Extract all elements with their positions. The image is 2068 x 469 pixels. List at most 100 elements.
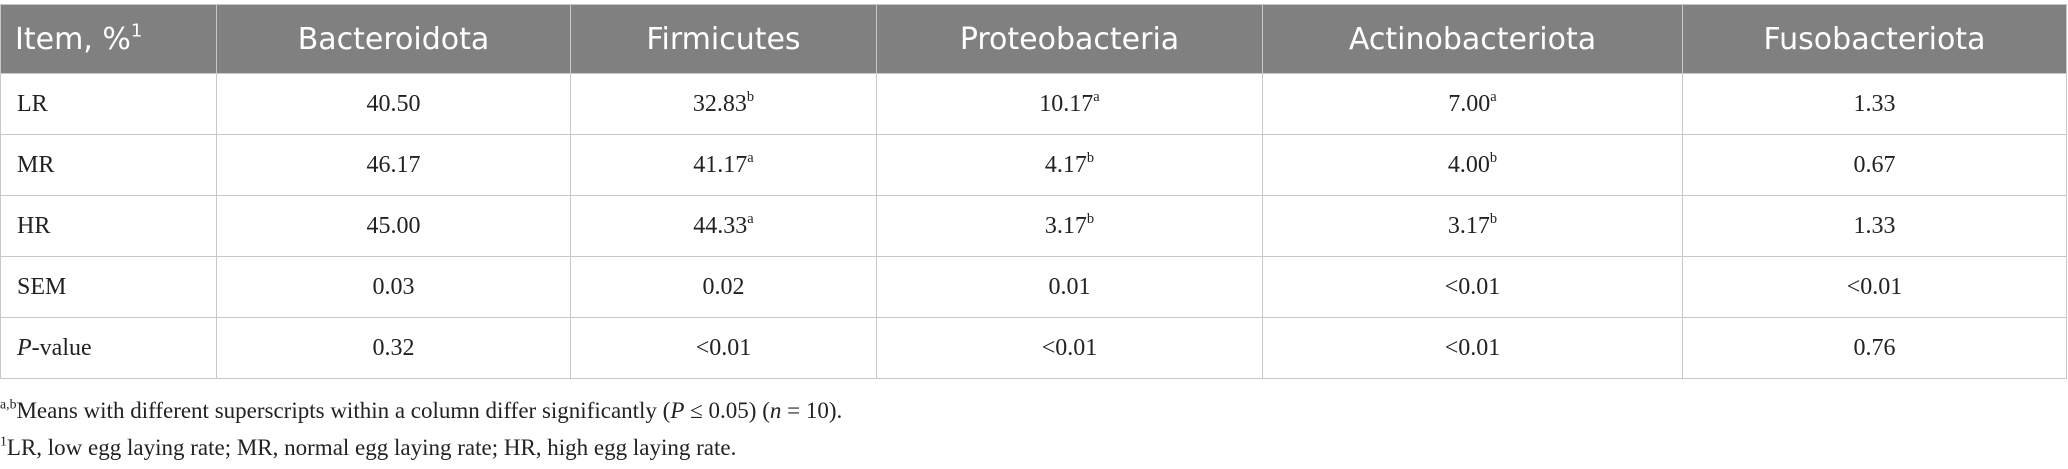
text: 7.00 bbox=[1448, 90, 1491, 117]
superscript: 1 bbox=[130, 19, 143, 41]
header-cell: Firmicutes bbox=[570, 4, 877, 74]
text: Item, % bbox=[15, 21, 131, 57]
text: 3.17 bbox=[1447, 212, 1490, 239]
table-cell: P-value bbox=[0, 317, 217, 379]
table-cell: 4.17b bbox=[876, 134, 1263, 196]
footnote: 1LR, low egg laying rate; MR, normal egg… bbox=[0, 429, 842, 466]
table-cell: 41.17a bbox=[570, 134, 877, 196]
table-row: SEM 0.03 0.02 0.01 <0.01 <0.01 bbox=[0, 256, 2067, 318]
table-cell: 46.17 bbox=[216, 134, 571, 196]
text: 4.17 bbox=[1044, 151, 1087, 178]
table-cell: 1.33 bbox=[1682, 195, 2067, 257]
table-cell: <0.01 bbox=[876, 317, 1263, 379]
superscript: a bbox=[747, 210, 754, 227]
table-cell: 4.00b bbox=[1262, 134, 1683, 196]
text: Proteobacteria bbox=[959, 21, 1180, 57]
superscript: b bbox=[1489, 149, 1498, 166]
table-cell: MR bbox=[0, 134, 217, 196]
superscript: a,b bbox=[0, 396, 17, 412]
text: LR bbox=[17, 90, 48, 117]
text: 40.50 bbox=[366, 90, 421, 117]
table-row: HR 45.00 44.33a 3.17b 3.17b 1.33 bbox=[0, 195, 2067, 257]
table-cell: 7.00a bbox=[1262, 73, 1683, 135]
table-cell: 40.50 bbox=[216, 73, 571, 135]
table-row: MR 46.17 41.17a 4.17b 4.00b 0.67 bbox=[0, 134, 2067, 196]
table-cell: 45.00 bbox=[216, 195, 571, 257]
text: Bacteroidota bbox=[297, 21, 490, 57]
table-body: LR 40.50 32.83b 10.17a 7.00a 1.33 MR 46.17 41.17… bbox=[0, 73, 2067, 379]
italic-text: P bbox=[670, 398, 685, 423]
text: Firmicutes bbox=[646, 21, 801, 57]
table-cell: 0.03 bbox=[216, 256, 571, 318]
text: <0.01 bbox=[1444, 334, 1501, 361]
text: 41.17 bbox=[693, 151, 748, 178]
table-row: LR 40.50 32.83b 10.17a 7.00a 1.33 bbox=[0, 73, 2067, 135]
text: 0.76 bbox=[1853, 334, 1896, 361]
text: LR, low egg laying rate; MR, normal egg … bbox=[6, 435, 737, 460]
superscript: b bbox=[1086, 149, 1095, 166]
text: Fusobacteriota bbox=[1763, 21, 1986, 57]
text: 0.03 bbox=[372, 273, 415, 300]
footnotes: a,bMeans with different superscripts wit… bbox=[0, 392, 842, 466]
text: <0.01 bbox=[695, 334, 752, 361]
text: 1.33 bbox=[1853, 212, 1896, 239]
table-cell: LR bbox=[0, 73, 217, 135]
text: = 10). bbox=[781, 398, 843, 423]
text: 45.00 bbox=[366, 212, 421, 239]
table-cell: 10.17a bbox=[876, 73, 1263, 135]
text: 44.33 bbox=[693, 212, 748, 239]
superscript: a bbox=[1093, 88, 1100, 105]
text: Means with different superscripts within… bbox=[16, 398, 671, 423]
table-cell: 3.17b bbox=[876, 195, 1263, 257]
text: ≤ 0.05) ( bbox=[684, 398, 770, 423]
superscript: a bbox=[747, 149, 754, 166]
superscript: b bbox=[746, 88, 755, 105]
header-cell: Bacteroidota bbox=[216, 4, 571, 74]
superscript: a bbox=[1490, 88, 1497, 105]
table-cell: HR bbox=[0, 195, 217, 257]
table-cell: <0.01 bbox=[1682, 256, 2067, 318]
header-cell: Actinobacteriota bbox=[1262, 4, 1683, 74]
text: <0.01 bbox=[1846, 273, 1903, 300]
text: HR bbox=[17, 212, 51, 239]
table-cell: <0.01 bbox=[570, 317, 877, 379]
table-cell: 0.32 bbox=[216, 317, 571, 379]
table-cell: <0.01 bbox=[1262, 256, 1683, 318]
text: <0.01 bbox=[1041, 334, 1098, 361]
text: 0.67 bbox=[1853, 151, 1896, 178]
superscript: b bbox=[1489, 210, 1498, 227]
text: 10.17 bbox=[1039, 90, 1094, 117]
table-cell: SEM bbox=[0, 256, 217, 318]
italic-text: n bbox=[769, 398, 782, 423]
text: 0.32 bbox=[372, 334, 415, 361]
table-cell: 3.17b bbox=[1262, 195, 1683, 257]
text: 3.17 bbox=[1044, 212, 1087, 239]
table-cell: <0.01 bbox=[1262, 317, 1683, 379]
header-cell: Item, %1 bbox=[0, 4, 217, 74]
header-cell: Fusobacteriota bbox=[1682, 4, 2067, 74]
table-cell: 1.33 bbox=[1682, 73, 2067, 135]
text: 46.17 bbox=[366, 151, 421, 178]
data-table: Item, %1 Bacteroidota Firmicutes Proteobact… bbox=[0, 4, 2067, 379]
superscript: 1 bbox=[0, 433, 7, 449]
text: -value bbox=[31, 334, 92, 361]
table-cell: 44.33a bbox=[570, 195, 877, 257]
table-cell: 0.76 bbox=[1682, 317, 2067, 379]
text: MR bbox=[17, 151, 55, 178]
table-cell: 0.67 bbox=[1682, 134, 2067, 196]
superscript: b bbox=[1086, 210, 1095, 227]
text: 1.33 bbox=[1853, 90, 1896, 117]
italic-text: P bbox=[17, 334, 32, 361]
text: SEM bbox=[17, 273, 67, 300]
header-cell: Proteobacteria bbox=[876, 4, 1263, 74]
text: 0.01 bbox=[1048, 273, 1091, 300]
footnote: a,bMeans with different superscripts wit… bbox=[0, 392, 842, 429]
table-cell: 32.83b bbox=[570, 73, 877, 135]
table-row: P-value 0.32 <0.01 <0.01 <0.01 0.76 bbox=[0, 317, 2067, 379]
table-cell: 0.02 bbox=[570, 256, 877, 318]
text: Actinobacteriota bbox=[1348, 21, 1597, 57]
text: <0.01 bbox=[1444, 273, 1501, 300]
text: 32.83 bbox=[692, 90, 747, 117]
text: 4.00 bbox=[1447, 151, 1490, 178]
